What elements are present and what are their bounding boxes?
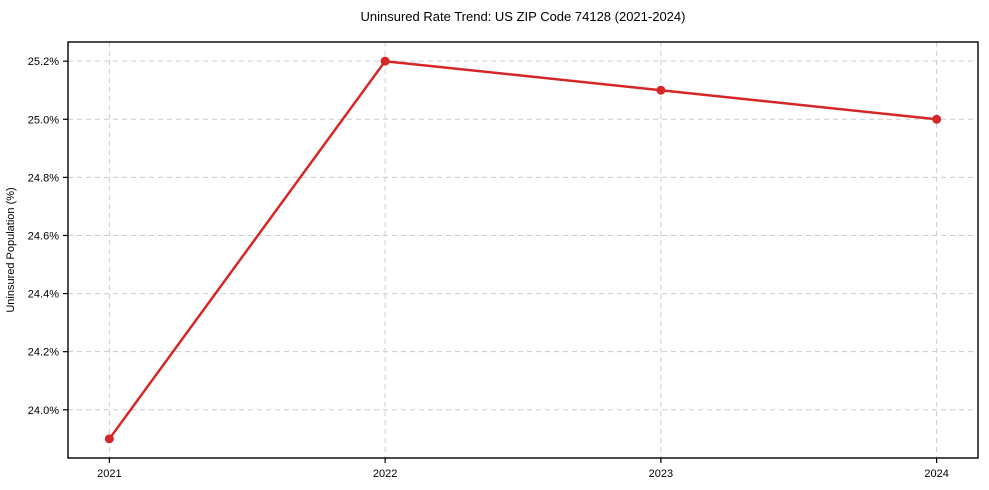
x-tick-label: 2023 [649, 468, 673, 480]
data-point-marker [380, 56, 390, 66]
data-series-uninsured-rate [104, 56, 942, 444]
x-tick-label: 2022 [373, 468, 397, 480]
y-axis-label: Uninsured Population (%) [5, 187, 17, 312]
y-tick-label: 24.4% [28, 289, 59, 301]
tick-marks [63, 60, 938, 463]
y-tick-label: 24.2% [28, 347, 59, 359]
chart-title: Uninsured Rate Trend: US ZIP Code 74128 … [361, 9, 686, 24]
axes-box [67, 41, 979, 459]
x-tick-label: 2021 [97, 468, 121, 480]
y-tick-label: 24.0% [28, 405, 59, 417]
y-tick-label: 25.0% [28, 114, 59, 126]
y-tick-label: 25.2% [28, 56, 59, 68]
plot-border [67, 41, 979, 459]
grid-layer [68, 42, 978, 458]
y-tick-label: 24.8% [28, 172, 59, 184]
trend-line [108, 59, 938, 441]
data-point-marker [656, 85, 666, 95]
tick-labels: 24.0% 24.2% 24.4% 24.6% 24.8% 25.0% 25.2% 2021 2… [28, 56, 949, 480]
data-point-marker [932, 114, 942, 124]
y-tick-label: 24.6% [28, 230, 59, 242]
x-tick-label: 2024 [924, 468, 948, 480]
data-point-marker [104, 434, 114, 444]
